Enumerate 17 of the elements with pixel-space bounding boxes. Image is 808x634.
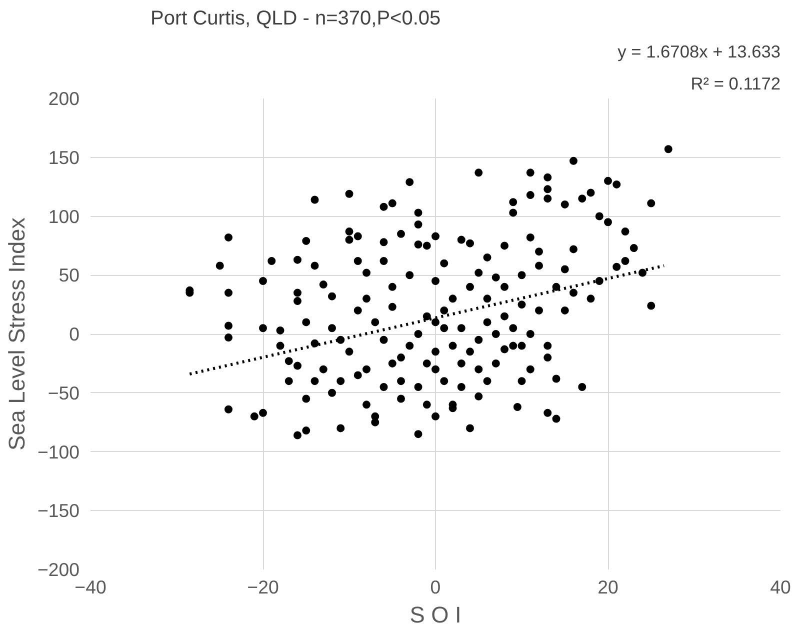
x-axis-title: S O I (410, 602, 462, 628)
x-tick-label: 20 (598, 576, 618, 598)
x-tick-label: 40 (770, 576, 791, 598)
x-tick-label: −20 (247, 576, 279, 598)
y-axis-title: Sea Level Stress Index (3, 216, 30, 450)
y-tick-label: 150 (48, 146, 80, 168)
y-tick-label: −150 (37, 500, 80, 522)
y-tick-label: 50 (58, 264, 80, 286)
x-tick-label: 0 (430, 576, 441, 598)
y-tick-label: −100 (37, 441, 80, 462)
y-tick-label: 0 (69, 324, 80, 344)
y-tick-label: 200 (48, 88, 80, 109)
text: R² = 0.1172 (690, 74, 781, 94)
y-tick-label: −50 (48, 382, 80, 404)
y-tick-label: 100 (48, 206, 80, 227)
text: y = 1.6708x + 13.633 (618, 42, 781, 62)
chart-title: Port Curtis, QLD - n=370,P<0.05 (150, 8, 441, 30)
